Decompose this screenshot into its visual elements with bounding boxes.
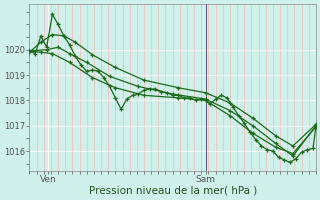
X-axis label: Pression niveau de la mer( hPa ): Pression niveau de la mer( hPa ) <box>89 186 257 196</box>
